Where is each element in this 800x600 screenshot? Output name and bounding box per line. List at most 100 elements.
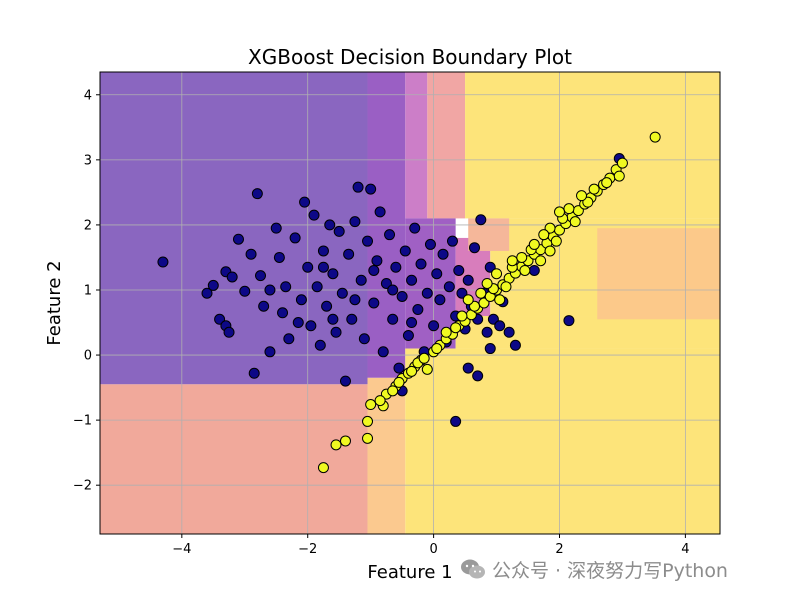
class-0-point xyxy=(434,294,446,306)
y-tick-label: 1 xyxy=(84,283,92,298)
class-0-point xyxy=(327,268,339,280)
x-tick-label: 2 xyxy=(555,542,563,557)
class-0-point xyxy=(349,216,361,228)
wechat-icon xyxy=(461,559,485,579)
class-1-point xyxy=(538,229,550,241)
scatter-points xyxy=(157,131,661,474)
class-0-point xyxy=(248,367,260,379)
class-0-point xyxy=(352,181,364,193)
y-tick-label: 4 xyxy=(84,88,92,103)
class-0-point xyxy=(428,320,440,332)
y-tick-label: −1 xyxy=(73,414,92,429)
class-1-point xyxy=(535,255,547,267)
class-0-point xyxy=(207,279,219,291)
class-0-point xyxy=(472,370,484,382)
class-0-point xyxy=(157,256,169,268)
class-1-point xyxy=(406,365,418,377)
class-0-point xyxy=(443,281,455,293)
class-0-point xyxy=(258,300,270,312)
x-tick-label: −4 xyxy=(172,542,191,557)
class-0-point xyxy=(251,188,263,200)
y-tick-label: 2 xyxy=(84,218,92,233)
class-0-point xyxy=(412,304,424,316)
class-0-point xyxy=(387,313,399,325)
class-0-point xyxy=(399,245,411,257)
class-1-point xyxy=(462,294,474,306)
class-0-point xyxy=(273,251,285,263)
class-0-point xyxy=(374,206,386,218)
class-0-point xyxy=(393,362,405,374)
class-1-point xyxy=(317,462,329,474)
class-0-point xyxy=(295,294,307,306)
class-0-point xyxy=(302,261,314,273)
class-1-point xyxy=(582,196,594,208)
class-0-point xyxy=(201,287,213,299)
class-0-point xyxy=(390,261,402,273)
class-0-point xyxy=(377,346,389,358)
class-1-point xyxy=(544,222,556,234)
class-0-point xyxy=(308,209,320,221)
class-0-point xyxy=(280,281,292,293)
class-1-point xyxy=(362,415,374,427)
class-1-point xyxy=(365,399,377,411)
class-1-point xyxy=(421,363,433,375)
watermark-text: 公众号 · 深夜努力写Python xyxy=(492,559,728,582)
class-0-point xyxy=(336,287,348,299)
class-1-point xyxy=(569,216,581,228)
class-0-point xyxy=(396,290,408,302)
class-1-point xyxy=(494,294,506,306)
class-0-point xyxy=(317,261,329,273)
class-1-point xyxy=(330,439,342,451)
class-0-point xyxy=(563,315,575,327)
class-0-point xyxy=(362,235,374,247)
class-1-point xyxy=(475,287,487,299)
class-0-point xyxy=(421,287,433,299)
x-tick-label: 4 xyxy=(681,542,689,557)
class-0-point xyxy=(283,333,295,345)
class-0-point xyxy=(406,274,418,286)
class-0-point xyxy=(339,375,351,387)
class-0-point xyxy=(264,284,276,296)
class-0-point xyxy=(349,294,361,306)
class-1-point xyxy=(481,277,493,289)
class-1-point xyxy=(553,206,565,218)
class-0-point xyxy=(346,313,358,325)
class-0-point xyxy=(239,285,251,297)
class-1-point xyxy=(469,300,481,312)
class-1-point xyxy=(374,395,386,407)
class-0-point xyxy=(299,196,311,208)
class-0-point xyxy=(462,362,474,374)
class-1-point xyxy=(440,326,452,338)
x-tick-label: 0 xyxy=(429,542,437,557)
decision-region xyxy=(405,72,428,219)
class-0-point xyxy=(384,229,396,241)
x-tick-label: −2 xyxy=(298,542,317,557)
y-tick-label: 3 xyxy=(84,153,92,168)
class-1-point xyxy=(576,190,588,202)
class-0-point xyxy=(327,313,339,325)
watermark: 公众号 · 深夜努力写Python xyxy=(460,556,728,582)
class-0-point xyxy=(437,248,449,260)
class-1-point xyxy=(588,183,600,195)
class-0-point xyxy=(387,284,399,296)
class-1-point xyxy=(450,322,462,334)
class-1-point xyxy=(601,177,613,189)
class-1-point xyxy=(478,297,490,309)
class-0-point xyxy=(368,297,380,309)
chart-title: XGBoost Decision Boundary Plot xyxy=(248,45,572,69)
decision-region xyxy=(597,228,720,320)
class-1-point xyxy=(362,432,374,444)
class-0-point xyxy=(484,343,496,355)
class-0-point xyxy=(503,326,515,338)
class-0-point xyxy=(409,222,421,234)
y-axis-label: Feature 2 xyxy=(44,260,65,345)
class-0-point xyxy=(424,238,436,250)
y-tick-label: 0 xyxy=(84,349,92,364)
class-0-point xyxy=(484,261,496,273)
class-0-point xyxy=(494,320,506,332)
class-0-point xyxy=(406,317,418,329)
class-0-point xyxy=(245,248,257,260)
decision-region xyxy=(405,348,720,534)
class-0-point xyxy=(255,270,267,282)
